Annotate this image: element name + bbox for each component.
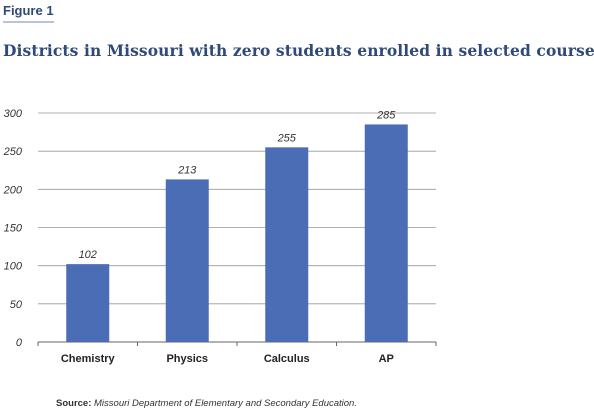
data-label: 213 bbox=[177, 164, 197, 176]
chart-title: Districts in Missouri with zero students… bbox=[3, 41, 594, 60]
y-tick-label: 200 bbox=[3, 184, 23, 196]
bar-ap bbox=[364, 124, 408, 342]
y-tick-label: 100 bbox=[4, 261, 23, 273]
y-tick-label: 0 bbox=[16, 337, 23, 349]
x-tick-label: AP bbox=[379, 353, 394, 365]
bar-chemistry bbox=[66, 264, 110, 342]
source-note: Source: Missouri Department of Elementar… bbox=[56, 398, 357, 409]
y-tick-label: 50 bbox=[10, 299, 23, 311]
figure-label: Figure 1 bbox=[3, 3, 54, 23]
y-tick-label: 250 bbox=[3, 146, 23, 158]
data-label: 285 bbox=[376, 109, 396, 121]
x-tick-label: Chemistry bbox=[61, 353, 116, 365]
x-tick-label: Calculus bbox=[264, 353, 310, 365]
source-label: Source: bbox=[56, 398, 92, 409]
x-tick-label: Physics bbox=[166, 353, 208, 365]
data-label: 102 bbox=[79, 249, 97, 261]
source-text: Missouri Department of Elementary and Se… bbox=[94, 398, 357, 409]
bar-calculus bbox=[265, 147, 309, 342]
bar-physics bbox=[165, 179, 209, 342]
data-label: 255 bbox=[277, 132, 297, 144]
y-tick-label: 300 bbox=[4, 108, 23, 120]
y-tick-label: 150 bbox=[4, 223, 23, 235]
